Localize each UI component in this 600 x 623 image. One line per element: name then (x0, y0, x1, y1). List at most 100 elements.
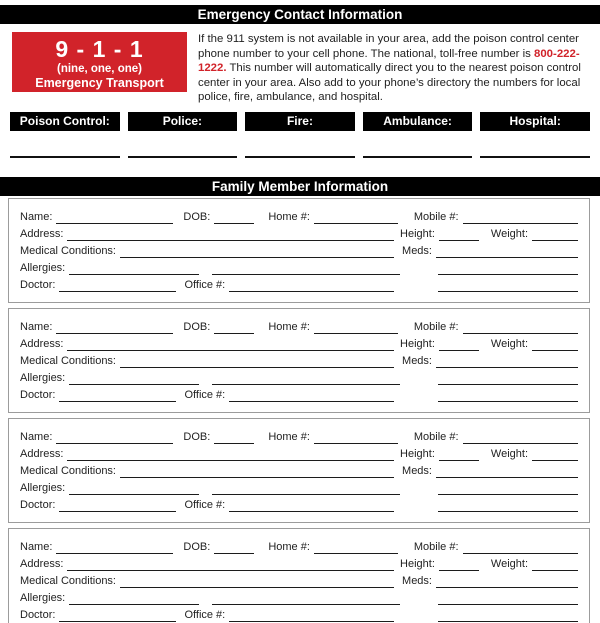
family-member-block: Name: DOB: Home #: Mobile #: Address: He… (8, 197, 590, 303)
weight-line[interactable] (532, 349, 578, 351)
meds-line-3[interactable] (438, 620, 578, 622)
home-phone-line[interactable] (313, 332, 398, 334)
dob-label: DOB: (183, 210, 211, 223)
name-line[interactable] (56, 222, 174, 224)
dob-line[interactable] (214, 222, 255, 224)
meds-line[interactable] (436, 586, 578, 588)
height-label: Height: (400, 337, 435, 350)
mobile-phone-line[interactable] (462, 222, 578, 224)
height-label: Height: (400, 447, 435, 460)
dob-label: DOB: (183, 320, 211, 333)
dob-line[interactable] (214, 332, 255, 334)
allergies-line-2[interactable] (212, 603, 401, 605)
allergies-line-2[interactable] (212, 493, 401, 495)
address-label: Address: (20, 337, 64, 350)
home-phone-line[interactable] (313, 442, 398, 444)
weight-label: Weight: (490, 557, 528, 570)
meds-line-2[interactable] (438, 493, 578, 495)
meds-line-2[interactable] (438, 383, 578, 385)
weight-label: Weight: (490, 447, 528, 460)
weight-line[interactable] (532, 569, 578, 571)
fire-number-line[interactable] (245, 155, 355, 158)
medical-conditions-label: Medical Conditions: (20, 574, 116, 587)
meds-line[interactable] (436, 476, 578, 478)
meds-line-3[interactable] (438, 290, 578, 292)
intro-section: 9 - 1 - 1 (nine, one, one) Emergency Tra… (12, 32, 592, 105)
home-phone-label: Home #: (268, 540, 310, 553)
meds-line-2[interactable] (438, 603, 578, 605)
address-line[interactable] (67, 569, 395, 571)
mobile-phone-line[interactable] (462, 442, 578, 444)
page-title: Emergency Contact Information (197, 7, 403, 22)
height-line[interactable] (438, 349, 479, 351)
doctor-line[interactable] (59, 510, 177, 512)
office-phone-label: Office #: (184, 498, 226, 511)
info-text-after: This number will automatically direct yo… (198, 62, 581, 104)
doctor-label: Doctor: (20, 388, 56, 401)
office-phone-line[interactable] (229, 620, 395, 622)
allergies-line-2[interactable] (212, 273, 401, 275)
meds-line-3[interactable] (438, 400, 578, 402)
height-line[interactable] (438, 459, 479, 461)
name-line[interactable] (56, 442, 174, 444)
dob-line[interactable] (214, 442, 255, 444)
family-member-blocks: Name: DOB: Home #: Mobile #: Address: He… (8, 197, 590, 623)
meds-line[interactable] (436, 256, 578, 258)
doctor-line[interactable] (59, 400, 177, 402)
hospital-number-line[interactable] (480, 155, 590, 158)
meds-line-2[interactable] (438, 273, 578, 275)
address-line[interactable] (67, 349, 395, 351)
family-section-title: Family Member Information (211, 178, 389, 194)
medical-conditions-line[interactable] (120, 586, 395, 588)
weight-line[interactable] (532, 239, 578, 241)
emergency-contacts-fill-lines (10, 155, 590, 158)
allergies-line[interactable] (69, 273, 200, 275)
meds-line[interactable] (436, 366, 578, 368)
height-line[interactable] (438, 239, 479, 241)
fire-label: Fire: (245, 111, 355, 131)
911-number-words: (nine, one, one) (57, 63, 142, 75)
home-phone-line[interactable] (313, 552, 398, 554)
name-line[interactable] (56, 332, 174, 334)
address-line[interactable] (67, 459, 395, 461)
medical-conditions-line[interactable] (120, 476, 395, 478)
name-line[interactable] (56, 552, 174, 554)
911-number: 9 - 1 - 1 (55, 36, 144, 62)
emergency-contacts-labels: Poison Control: Police: Fire: Ambulance:… (10, 111, 590, 131)
mobile-phone-label: Mobile #: (413, 430, 459, 443)
medical-conditions-row: Medical Conditions: Meds: (20, 571, 578, 588)
height-line[interactable] (438, 569, 479, 571)
poison-control-number-line[interactable] (10, 155, 120, 158)
ambulance-number-line[interactable] (362, 155, 473, 158)
weight-label: Weight: (490, 227, 528, 240)
police-number-line[interactable] (127, 155, 238, 158)
mobile-phone-line[interactable] (462, 552, 578, 554)
home-phone-line[interactable] (313, 222, 398, 224)
doctor-row: Doctor: Office #: (20, 385, 578, 402)
address-label: Address: (20, 227, 64, 240)
medical-conditions-label: Medical Conditions: (20, 464, 116, 477)
doctor-row: Doctor: Office #: (20, 495, 578, 512)
allergies-line[interactable] (69, 603, 200, 605)
allergies-line-2[interactable] (212, 383, 401, 385)
emergency-contact-form: Emergency Contact Information 9 - 1 - 1 … (0, 5, 600, 623)
address-row: Address: Height: Weight: (20, 554, 578, 571)
mobile-phone-line[interactable] (462, 332, 578, 334)
medical-conditions-line[interactable] (120, 366, 395, 368)
office-phone-line[interactable] (229, 290, 395, 292)
doctor-line[interactable] (59, 290, 177, 292)
allergies-line[interactable] (69, 383, 200, 385)
allergies-row: Allergies: (20, 588, 578, 605)
office-phone-line[interactable] (229, 510, 395, 512)
office-phone-line[interactable] (229, 400, 395, 402)
medical-conditions-line[interactable] (120, 256, 395, 258)
meds-line-3[interactable] (438, 510, 578, 512)
address-line[interactable] (67, 239, 395, 241)
allergies-line[interactable] (69, 493, 200, 495)
doctor-row: Doctor: Office #: (20, 605, 578, 622)
doctor-line[interactable] (59, 620, 177, 622)
911-emergency-box: 9 - 1 - 1 (nine, one, one) Emergency Tra… (12, 32, 187, 105)
address-label: Address: (20, 557, 64, 570)
weight-line[interactable] (532, 459, 578, 461)
dob-line[interactable] (214, 552, 255, 554)
